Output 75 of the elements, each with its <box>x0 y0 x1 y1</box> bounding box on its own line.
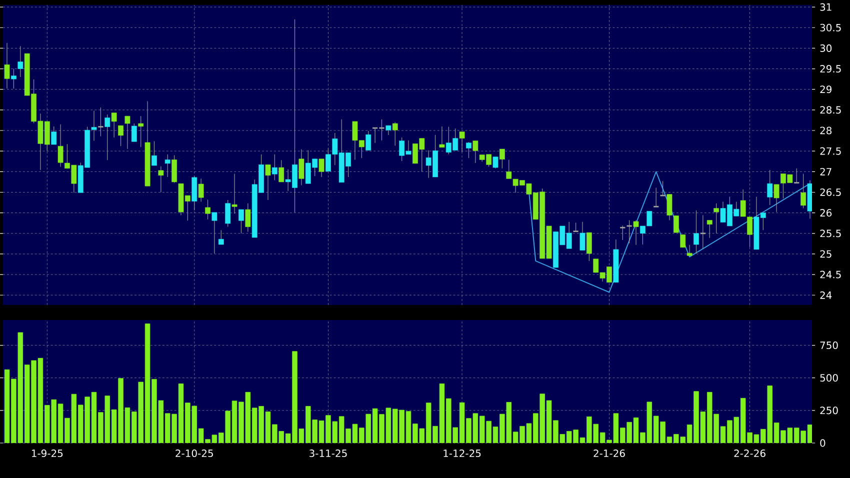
candlestick <box>198 178 204 202</box>
x-tick-label: 2-2-26 <box>734 449 766 458</box>
y-tick-label: 28.5 <box>820 106 841 114</box>
candlestick <box>51 126 57 145</box>
candlestick <box>11 68 16 89</box>
candlestick <box>652 187 660 208</box>
candlestick <box>459 131 465 152</box>
y-tick-label: 29.5 <box>820 65 841 73</box>
y-tick-label: 26 <box>820 209 832 217</box>
candlestick <box>238 209 244 234</box>
candlestick <box>172 154 177 184</box>
candlestick <box>97 107 104 137</box>
candlestick <box>18 46 24 78</box>
candlestick <box>124 116 130 150</box>
y-tick-label: 0 <box>820 439 826 447</box>
candlestick <box>265 164 271 200</box>
candlestick <box>158 166 164 193</box>
candlestick <box>800 173 806 209</box>
candlestick <box>767 170 773 206</box>
candlestick <box>706 220 712 238</box>
candlestick <box>466 142 472 158</box>
y-tick-label: 250 <box>820 406 838 414</box>
candlestick <box>118 125 124 146</box>
candlestick <box>700 214 706 249</box>
y-tick-label: 25.5 <box>820 230 841 238</box>
candlestick <box>580 222 586 251</box>
candlestick <box>793 168 800 184</box>
candlestick <box>212 212 218 254</box>
candlestick <box>439 126 445 148</box>
y-tick-label: 27 <box>820 168 832 176</box>
candlestick <box>225 200 231 228</box>
y-tick-label: 31 <box>820 3 832 11</box>
candlestick <box>318 158 324 178</box>
candlestick <box>272 154 278 181</box>
x-tick-label: 1-12-25 <box>444 449 481 458</box>
candlestick <box>218 230 224 245</box>
candlestick <box>714 203 720 234</box>
y-tick-label: 500 <box>820 374 838 382</box>
candlestick <box>619 225 626 240</box>
candlestick <box>366 130 372 151</box>
candlestick <box>673 215 679 233</box>
candlestick <box>298 149 304 186</box>
candlestick <box>492 156 498 169</box>
candlestick <box>680 234 686 248</box>
candlestick <box>245 203 251 232</box>
candlestick <box>131 123 137 142</box>
candlestick <box>472 140 478 164</box>
candlestick <box>192 176 198 211</box>
candlestick <box>392 122 398 146</box>
candlestick <box>278 160 284 182</box>
candlestick <box>232 173 238 214</box>
candlestick <box>586 232 592 262</box>
y-tick-label: 26.5 <box>820 188 841 196</box>
y-tick-label: 29 <box>820 86 832 94</box>
candlestick <box>138 116 144 148</box>
y-tick-label: 27.5 <box>820 147 841 155</box>
candlestick <box>205 199 210 220</box>
candlestick <box>500 148 505 169</box>
y-tick-label: 24.5 <box>820 270 841 278</box>
candlestick <box>686 244 692 256</box>
y-tick-label: 28 <box>820 126 832 134</box>
y-tick-label: 30.5 <box>820 24 841 32</box>
candlestick <box>164 154 170 178</box>
x-tick-label: 2-1-26 <box>594 449 625 458</box>
x-tick-label: 1-9-25 <box>32 449 63 458</box>
candlestick <box>4 42 10 89</box>
y-tick-label: 24 <box>820 291 832 299</box>
candlestick <box>111 112 117 138</box>
candlestick <box>152 140 157 166</box>
y-tick-label: 30 <box>820 44 832 52</box>
y-tick-label: 25 <box>820 250 832 258</box>
x-tick-label: 2-10-25 <box>176 449 213 458</box>
x-tick-label: 3-11-25 <box>310 449 347 458</box>
y-tick-label: 750 <box>820 342 838 350</box>
candlestick <box>774 184 780 212</box>
